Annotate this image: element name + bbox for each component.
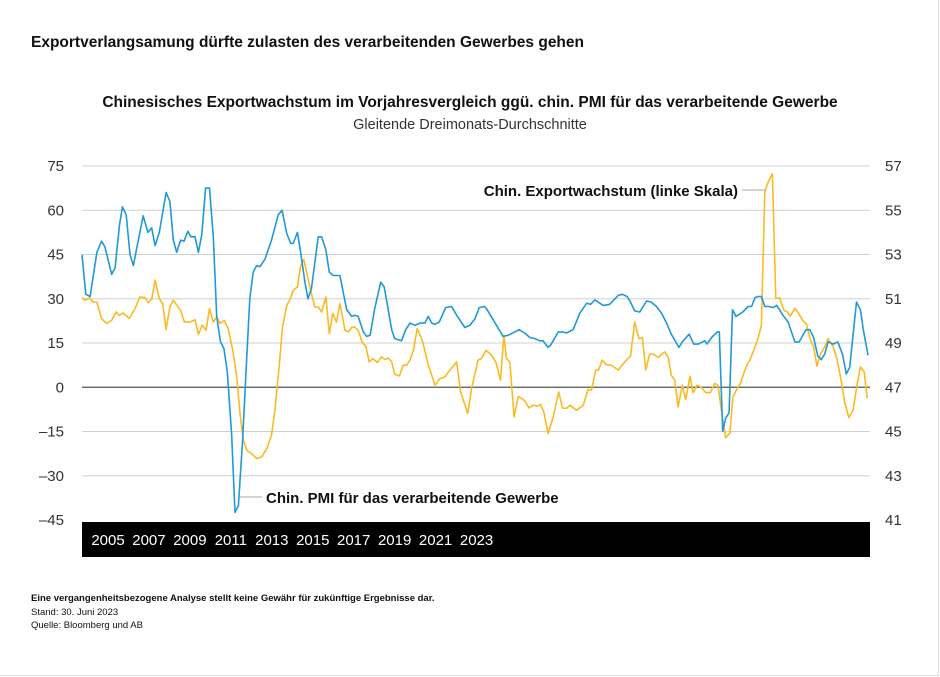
as-of-date: Stand: 30. Juni 2023 [31,607,119,618]
x-axis-labels: 2005 2007 2009 2011 2013 2015 2017 2019 2021 2023 [91,532,493,549]
pmi-series-annotation: Chin. PMI für das verarbeitende Gewerbe [266,490,559,507]
left-tick-label: 0 [56,379,64,396]
x-tick-label: 2017 [337,532,370,549]
right-tick-label: 41 [885,512,902,529]
left-tick-label: 15 [47,335,64,352]
left-axis-labels: 75 60 45 30 15 0 –15 –30 –45 [39,158,64,529]
export-series-annotation: Chin. Exportwachstum (linke Skala) [484,183,738,200]
x-tick-label: 2009 [173,532,206,549]
right-tick-label: 45 [885,424,902,441]
left-tick-label: 30 [47,291,64,308]
x-tick-label: 2005 [91,532,124,549]
gridlines [82,165,870,477]
right-axis-labels: 57 55 53 51 49 47 45 43 41 [885,158,902,529]
x-tick-label: 2015 [296,532,329,549]
x-tick-label: 2019 [378,532,411,549]
x-tick-label: 2007 [132,532,165,549]
left-tick-label: 75 [47,158,64,175]
pmi-line [81,187,869,514]
x-tick-label: 2011 [215,532,247,549]
chart-subtitle: Gleitende Dreimonats-Durchschnitte [353,117,587,133]
x-tick-label: 2023 [460,532,493,549]
disclaimer: Eine vergangenheitsbezogene Analyse stel… [31,593,435,604]
headline: Exportverlangsamung dürfte zulasten des … [31,34,584,51]
left-tick-label: –30 [39,468,64,485]
right-tick-label: 47 [885,379,902,396]
right-tick-label: 57 [885,158,902,175]
series-lines [81,172,869,514]
right-tick-label: 49 [885,335,902,352]
left-tick-label: –45 [39,512,64,529]
x-tick-label: 2013 [255,532,288,549]
source-note: Quelle: Bloomberg und AB [31,620,143,631]
right-tick-label: 43 [885,468,902,485]
left-tick-label: 45 [47,247,64,264]
left-tick-label: –15 [39,424,64,441]
x-tick-label: 2021 [419,532,452,549]
chart-title: Chinesisches Exportwachstum im Vorjahres… [102,94,838,111]
right-tick-label: 55 [885,202,902,219]
left-tick-label: 60 [47,202,64,219]
right-tick-label: 51 [885,291,902,308]
right-tick-label: 53 [885,247,902,264]
export-growth-line [81,172,868,460]
x-axis-band [82,522,870,557]
